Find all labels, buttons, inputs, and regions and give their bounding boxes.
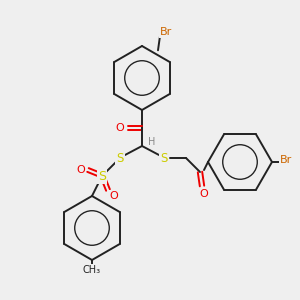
Text: O: O: [110, 191, 118, 201]
Text: O: O: [116, 123, 124, 133]
Text: H: H: [148, 137, 156, 147]
Text: O: O: [76, 165, 85, 175]
Text: S: S: [160, 152, 168, 164]
Text: Br: Br: [280, 155, 292, 165]
Text: O: O: [200, 189, 208, 199]
Text: CH₃: CH₃: [83, 265, 101, 275]
Text: S: S: [98, 169, 106, 182]
Text: S: S: [116, 152, 124, 164]
Text: Br: Br: [160, 27, 172, 37]
